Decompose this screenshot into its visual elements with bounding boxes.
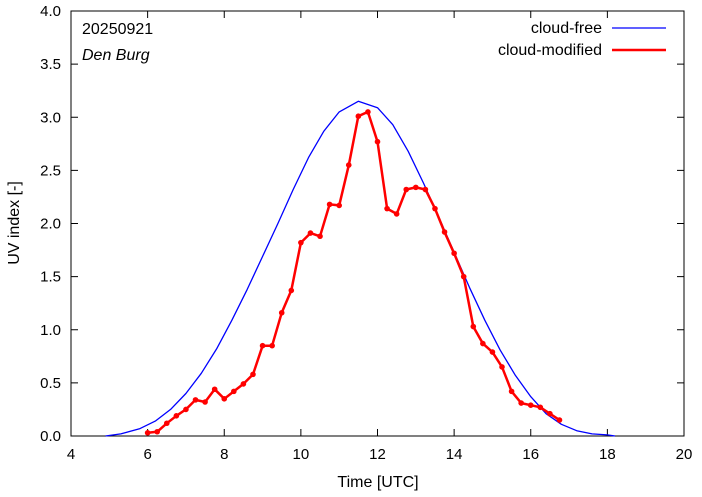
y-tick-label: 1.5 [40, 269, 61, 286]
y-tick-label: 0.5 [40, 375, 61, 392]
x-tick-label: 8 [220, 446, 228, 463]
x-tick-label: 4 [67, 446, 75, 463]
legend: cloud-free cloud-modified [498, 20, 666, 59]
data-point-cloud-modified [556, 417, 563, 423]
data-point-cloud-modified [240, 381, 247, 387]
y-tick-label: 3.5 [40, 56, 61, 73]
x-axis-label: Time [UTC] [337, 474, 418, 491]
data-point-cloud-modified [202, 399, 208, 405]
x-tick-label: 6 [143, 446, 151, 463]
data-point-cloud-modified [441, 229, 448, 235]
plot-frame [70, 10, 685, 437]
series-markers [144, 109, 563, 436]
y-axis-label: UV index [-] [6, 181, 23, 265]
x-tick-label: 10 [293, 446, 310, 463]
data-point-cloud-modified [508, 388, 515, 395]
axis-ticks: 4 6 8 10 12 14 16 18 20 0.0 0.5 1.0 1.5 2.0 2.5 3.0 3.5 4… [40, 3, 692, 463]
data-point-cloud-modified [278, 309, 285, 316]
legend-label-cloud-free: cloud-free [531, 20, 602, 37]
data-point-cloud-modified [183, 406, 189, 413]
annotation-location: Den Burg [82, 47, 150, 64]
data-point-cloud-modified [231, 388, 237, 395]
data-point-cloud-modified [470, 323, 477, 330]
data-point-cloud-modified [345, 162, 352, 168]
data-point-cloud-modified [144, 430, 151, 436]
x-tick-label: 14 [446, 446, 463, 463]
data-point-cloud-modified [499, 364, 505, 370]
y-tick-label: 2.0 [40, 216, 61, 233]
data-point-cloud-modified [154, 428, 161, 435]
x-tick-label: 20 [676, 446, 693, 463]
y-tick-label: 4.0 [40, 3, 61, 20]
data-point-cloud-modified [480, 340, 486, 347]
x-tick-label: 16 [522, 446, 539, 463]
data-point-cloud-modified [336, 202, 342, 209]
data-point-cloud-modified [537, 404, 544, 411]
data-point-cloud-modified [518, 400, 524, 406]
data-point-cloud-modified [393, 211, 400, 217]
data-point-cloud-modified [288, 287, 295, 294]
data-point-cloud-modified [355, 113, 362, 119]
data-point-cloud-modified [211, 386, 218, 393]
y-tick-label: 1.0 [40, 322, 61, 339]
data-point-cloud-modified [365, 109, 371, 115]
x-tick-label: 12 [369, 446, 386, 463]
data-point-cloud-modified [250, 371, 256, 378]
annotation-date: 20250921 [82, 21, 153, 38]
data-point-cloud-modified [298, 239, 304, 246]
data-point-cloud-modified [259, 342, 266, 349]
y-tick-label: 2.5 [40, 162, 61, 179]
data-point-cloud-modified [432, 205, 438, 212]
data-point-cloud-modified [173, 413, 180, 419]
series-lines [105, 100, 616, 437]
data-point-cloud-modified [192, 397, 199, 403]
data-point-cloud-modified [413, 184, 419, 191]
data-point-cloud-modified [307, 230, 314, 236]
data-point-cloud-modified [163, 420, 170, 427]
series-line-cloud-modified [147, 110, 561, 435]
data-point-cloud-modified [422, 186, 429, 193]
data-point-cloud-modified [489, 349, 496, 355]
data-point-cloud-modified [403, 186, 410, 193]
data-point-cloud-modified [317, 233, 323, 240]
data-point-cloud-modified [374, 138, 381, 145]
data-point-cloud-modified [326, 201, 333, 208]
y-tick-label: 3.0 [40, 109, 61, 126]
data-point-cloud-modified [547, 410, 553, 417]
data-point-cloud-modified [221, 396, 228, 402]
legend-label-cloud-modified: cloud-modified [498, 42, 602, 59]
x-tick-label: 18 [599, 446, 616, 463]
data-point-cloud-modified [451, 250, 457, 257]
series-line-cloud-free [105, 100, 616, 437]
data-point-cloud-modified [460, 273, 467, 280]
data-point-cloud-modified [269, 342, 275, 349]
data-point-cloud-modified [527, 402, 534, 408]
y-tick-label: 0.0 [40, 428, 61, 445]
data-point-cloud-modified [384, 205, 390, 212]
